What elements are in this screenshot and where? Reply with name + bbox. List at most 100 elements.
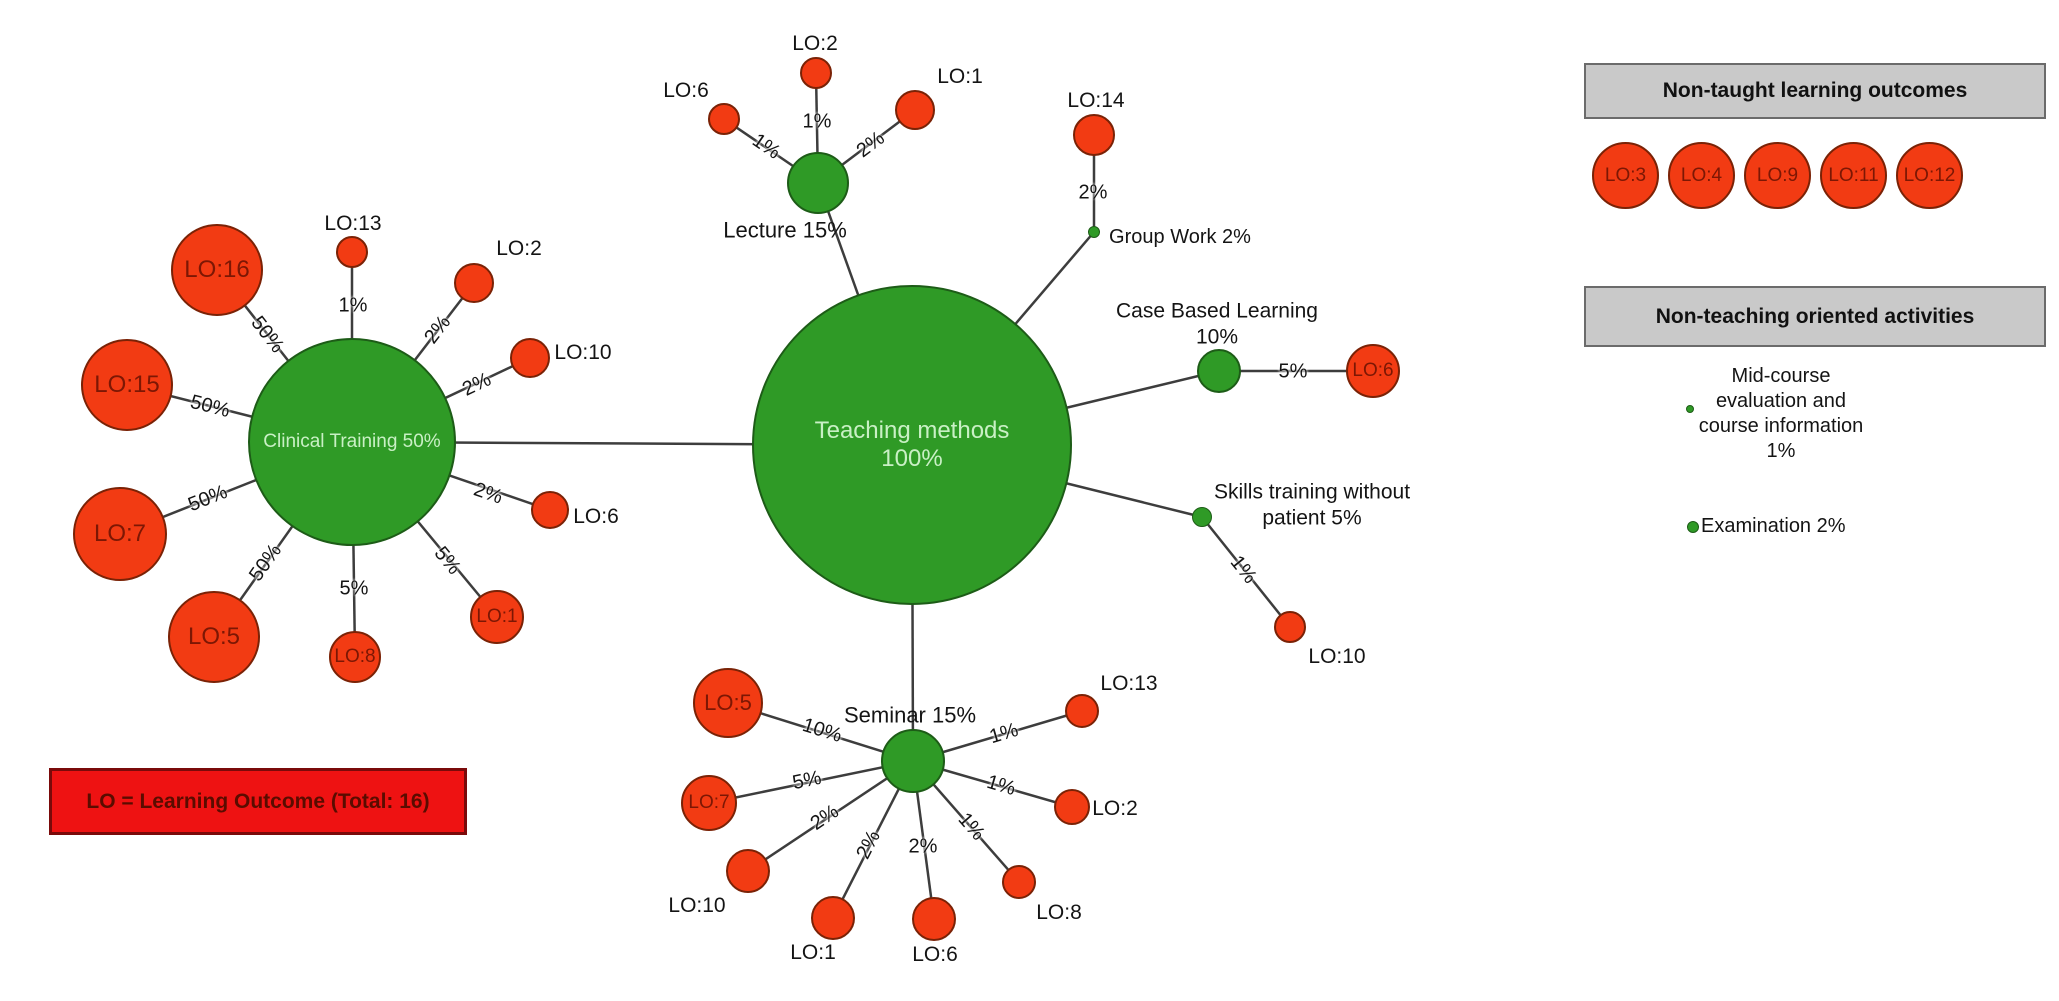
edge-percent-label-m-lo13: 1% bbox=[986, 718, 1021, 749]
edge-percent-label-l-lo1: 2% bbox=[852, 127, 889, 163]
edge-percent-label-s-lo10: 1% bbox=[1225, 551, 1262, 588]
node-label-l-lo1: LO:1 bbox=[937, 65, 983, 89]
non-taught-outcomes-header: Non-taught learning outcomes bbox=[1584, 63, 2046, 119]
non-taught-lo-node-1: LO:3 bbox=[1592, 142, 1659, 209]
lo-node-s-lo10 bbox=[1274, 611, 1306, 643]
hub-node-skills bbox=[1192, 507, 1212, 527]
node-label-c-lo5: LO:5 bbox=[187, 622, 241, 650]
lo-node-c-lo15: LO:15 bbox=[81, 339, 173, 431]
edge-percent-label-c-lo6: 2% bbox=[470, 478, 506, 509]
node-label-l-lo2: LO:2 bbox=[792, 32, 838, 56]
lo-node-m-lo1 bbox=[811, 896, 855, 940]
node-label-c-lo6: LO:6 bbox=[573, 505, 619, 529]
non-taught-lo-label: LO:11 bbox=[1828, 164, 1879, 186]
lo-node-b-lo6: LO:6 bbox=[1346, 344, 1400, 398]
activity-dot-1 bbox=[1686, 405, 1694, 413]
hub-node-seminar bbox=[881, 729, 945, 793]
activity-label-2: Examination 2% bbox=[1701, 515, 1846, 537]
node-label-b-lo6: LO:6 bbox=[1352, 359, 1394, 381]
edge-percent-label-c-lo1: 5% bbox=[429, 542, 466, 579]
node-label-c-lo15: LO:15 bbox=[94, 370, 160, 398]
non-taught-lo-label: LO:3 bbox=[1604, 164, 1647, 186]
edge-percent-label-m-lo7: 5% bbox=[790, 766, 824, 795]
node-label-c-lo13: LO:13 bbox=[324, 212, 382, 236]
non-taught-lo-node-5: LO:12 bbox=[1896, 142, 1963, 209]
node-label-m-lo13: LO:13 bbox=[1100, 672, 1158, 696]
activity-label-1: Mid-course evaluation and course informa… bbox=[1698, 365, 1864, 462]
lo-node-m-lo10 bbox=[726, 849, 770, 893]
edge-percent-label-m-lo2: 1% bbox=[984, 770, 1019, 801]
node-label-g-lo14: LO:14 bbox=[1067, 89, 1125, 113]
node-label-c-lo16: LO:16 bbox=[184, 255, 250, 283]
node-label-m-lo10: LO:10 bbox=[668, 894, 726, 918]
non-taught-outcomes-title: Non-taught learning outcomes bbox=[1662, 79, 1968, 102]
node-label-m-lo7: LO:7 bbox=[688, 791, 730, 813]
lo-node-c-lo5: LO:5 bbox=[168, 591, 260, 683]
node-label-groupwork: Group Work 2% bbox=[1109, 225, 1251, 248]
edge-percent-label-m-lo10: 2% bbox=[806, 800, 843, 835]
node-label-c-lo1: LO:1 bbox=[476, 605, 518, 627]
lo-node-m-lo6 bbox=[912, 897, 956, 941]
non-taught-lo-node-3: LO:9 bbox=[1744, 142, 1811, 209]
node-label-m-lo6: LO:6 bbox=[912, 943, 958, 967]
lo-node-l-lo1 bbox=[895, 90, 935, 130]
node-label-c-lo10: LO:10 bbox=[554, 341, 612, 365]
edge-percent-label-m-lo5: 10% bbox=[799, 714, 845, 748]
edge-percent-label-c-lo13: 1% bbox=[338, 294, 368, 317]
lo-node-c-lo16: LO:16 bbox=[171, 224, 263, 316]
edge-percent-label-b-lo6: 5% bbox=[1278, 360, 1308, 383]
edge-percent-label-c-lo16: 50% bbox=[246, 312, 289, 358]
legend-box: LO = Learning Outcome (Total: 16) bbox=[49, 768, 467, 835]
hub-node-cbl bbox=[1197, 349, 1241, 393]
hub-node-clinical: Clinical Training 50% bbox=[248, 338, 456, 546]
hub-node-teaching: Teaching methods 100% bbox=[752, 285, 1072, 605]
edge-percent-label-c-lo5: 50% bbox=[245, 540, 287, 586]
node-label-m-lo1: LO:1 bbox=[790, 941, 836, 965]
lo-node-m-lo13 bbox=[1065, 694, 1099, 728]
node-label-m-lo8: LO:8 bbox=[1036, 901, 1082, 925]
node-label-lecture: Lecture 15% bbox=[723, 217, 847, 243]
edge-percent-label-g-lo14: 2% bbox=[1078, 181, 1108, 204]
hub-node-groupwork bbox=[1088, 226, 1100, 238]
edge-percent-label-m-lo1: 2% bbox=[852, 826, 885, 863]
node-label-s-lo10: LO:10 bbox=[1308, 645, 1366, 669]
lo-node-c-lo2 bbox=[454, 263, 494, 303]
node-label-seminar: Seminar 15% bbox=[843, 702, 977, 728]
lo-node-m-lo2 bbox=[1054, 789, 1090, 825]
node-label-skills: Skills training without patient 5% bbox=[1213, 480, 1411, 529]
edge-percent-label-l-lo6: 1% bbox=[748, 129, 785, 164]
node-label-cbl: Case Based Learning 10% bbox=[1116, 299, 1318, 348]
edge-line-m-lo7 bbox=[708, 759, 914, 805]
edge-percent-label-c-lo8: 5% bbox=[339, 577, 369, 600]
lo-node-c-lo13 bbox=[336, 236, 368, 268]
edge-percent-label-c-lo7: 50% bbox=[185, 480, 231, 517]
lo-node-g-lo14 bbox=[1073, 114, 1115, 156]
lo-node-l-lo2 bbox=[800, 57, 832, 89]
edge-percent-label-l-lo2: 1% bbox=[802, 110, 832, 133]
edge-percent-label-c-lo15: 50% bbox=[188, 390, 233, 423]
non-taught-lo-node-4: LO:11 bbox=[1820, 142, 1887, 209]
lo-node-c-lo8: LO:8 bbox=[329, 631, 381, 683]
hub-node-lecture bbox=[787, 152, 849, 214]
node-label-clinical: Clinical Training 50% bbox=[263, 430, 441, 452]
edge-line-m-lo10 bbox=[747, 759, 914, 873]
node-label-c-lo2: LO:2 bbox=[496, 237, 542, 261]
node-label-c-lo7: LO:7 bbox=[93, 519, 147, 547]
non-taught-lo-label: LO:9 bbox=[1756, 164, 1799, 186]
lo-node-c-lo10 bbox=[510, 338, 550, 378]
lo-node-m-lo5: LO:5 bbox=[693, 668, 763, 738]
lo-node-m-lo7: LO:7 bbox=[681, 775, 737, 831]
node-label-c-lo8: LO:8 bbox=[334, 645, 376, 667]
lo-node-m-lo8 bbox=[1002, 865, 1036, 899]
node-label-l-lo6: LO:6 bbox=[663, 79, 709, 103]
edge-percent-label-m-lo6: 2% bbox=[908, 835, 938, 858]
non-teaching-activities-title: Non-teaching oriented activities bbox=[1655, 304, 1975, 328]
edge-percent-label-m-lo8: 1% bbox=[953, 808, 990, 845]
non-taught-lo-node-2: LO:4 bbox=[1668, 142, 1735, 209]
lo-node-c-lo6 bbox=[531, 491, 569, 529]
edge-line-s-lo10 bbox=[1201, 516, 1291, 628]
non-taught-lo-label: LO:12 bbox=[1903, 164, 1956, 186]
node-label-teaching: Teaching methods 100% bbox=[814, 416, 1010, 472]
